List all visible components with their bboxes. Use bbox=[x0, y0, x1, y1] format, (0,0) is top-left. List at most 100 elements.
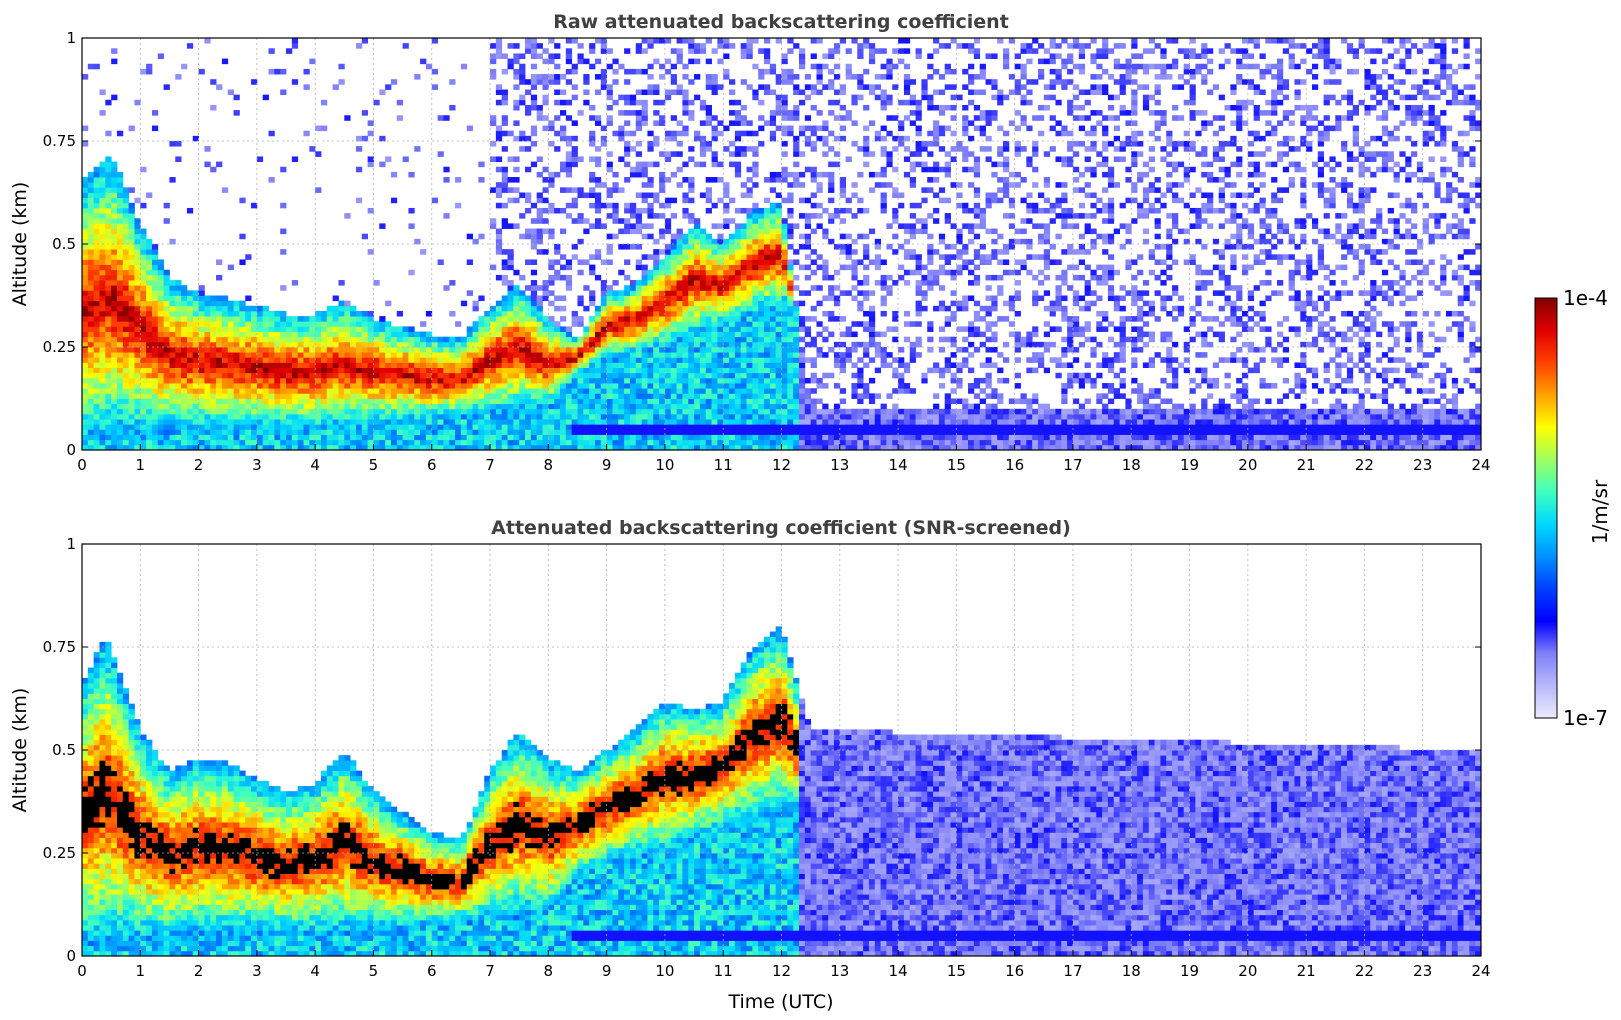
heatmap-cell bbox=[443, 419, 450, 425]
heatmap-cell bbox=[204, 336, 211, 343]
heatmap-cell bbox=[437, 367, 444, 374]
heatmap-cell bbox=[396, 413, 403, 420]
heatmap-cell bbox=[594, 249, 602, 255]
heatmap-cell bbox=[519, 377, 526, 384]
heatmap-cell bbox=[699, 429, 707, 435]
heatmap-cell bbox=[676, 295, 683, 302]
heatmap-cell bbox=[530, 336, 538, 343]
heatmap-cell bbox=[734, 419, 742, 425]
heatmap-cell bbox=[128, 202, 135, 209]
heatmap-cell bbox=[548, 403, 555, 410]
heatmap-cell bbox=[128, 372, 135, 379]
heatmap-cell bbox=[256, 444, 264, 450]
heatmap-cell bbox=[676, 310, 683, 317]
heatmap-cell bbox=[245, 377, 252, 384]
heatmap-cell bbox=[93, 372, 100, 379]
heatmap-cell bbox=[670, 213, 677, 219]
heatmap-cell bbox=[629, 130, 637, 137]
heatmap-cell bbox=[460, 434, 468, 441]
heatmap-cell bbox=[769, 171, 777, 178]
heatmap-cell bbox=[309, 444, 316, 450]
heatmap-cell bbox=[87, 372, 95, 379]
heatmap-cell bbox=[583, 413, 590, 420]
heatmap-cell bbox=[484, 372, 491, 379]
heatmap-cell bbox=[618, 408, 625, 415]
heatmap-cell bbox=[734, 413, 742, 420]
heatmap-cell bbox=[151, 259, 159, 265]
heatmap-cell bbox=[769, 362, 777, 368]
heatmap-cell bbox=[181, 290, 188, 296]
heatmap-cell bbox=[490, 321, 497, 327]
heatmap-cell bbox=[198, 295, 205, 302]
heatmap-cell bbox=[746, 264, 753, 271]
heatmap-cell bbox=[315, 151, 322, 157]
heatmap-cell bbox=[519, 357, 526, 363]
heatmap-cell bbox=[122, 326, 130, 332]
heatmap-cell bbox=[408, 398, 415, 405]
heatmap-cell bbox=[315, 316, 322, 322]
heatmap-cell bbox=[146, 259, 153, 265]
heatmap-cell bbox=[82, 372, 89, 379]
heatmap-cell bbox=[525, 419, 532, 425]
heatmap-cell bbox=[769, 444, 777, 450]
heatmap-cell bbox=[116, 408, 124, 415]
heatmap-cell bbox=[367, 403, 374, 410]
heatmap-cell bbox=[128, 413, 135, 420]
heatmap-cell bbox=[734, 357, 742, 363]
heatmap-cell bbox=[559, 424, 567, 430]
heatmap-cell bbox=[291, 316, 299, 322]
heatmap-cell bbox=[775, 336, 782, 343]
heatmap-cell bbox=[140, 419, 147, 425]
heatmap-cell bbox=[186, 43, 194, 49]
heatmap-cell bbox=[309, 146, 316, 152]
heatmap-cell bbox=[443, 429, 450, 435]
heatmap-cell bbox=[216, 377, 223, 384]
heatmap-cell bbox=[734, 290, 742, 296]
heatmap-cell bbox=[734, 383, 742, 389]
heatmap-cell bbox=[484, 341, 491, 348]
heatmap-cell bbox=[151, 393, 159, 399]
heatmap-cell bbox=[355, 419, 363, 425]
heatmap-cell bbox=[676, 403, 683, 410]
heatmap-cell bbox=[647, 331, 654, 338]
heatmap-cell bbox=[711, 249, 718, 255]
heatmap-cell bbox=[332, 331, 339, 338]
heatmap-cell bbox=[157, 53, 165, 59]
heatmap-cell bbox=[116, 352, 124, 358]
heatmap-cell bbox=[746, 285, 753, 291]
heatmap-cell bbox=[764, 254, 771, 260]
heatmap-cell bbox=[600, 403, 608, 410]
heatmap-cell bbox=[321, 403, 328, 410]
heatmap-cell bbox=[664, 429, 672, 435]
heatmap-cell bbox=[478, 413, 485, 420]
heatmap-cell bbox=[559, 264, 567, 271]
heatmap-cell bbox=[151, 305, 159, 312]
heatmap-cell bbox=[192, 398, 199, 405]
heatmap-cell bbox=[746, 280, 753, 286]
heatmap-cell bbox=[192, 413, 199, 420]
heatmap-cell bbox=[280, 352, 287, 358]
heatmap-cell bbox=[151, 424, 159, 430]
heatmap-cell bbox=[729, 99, 736, 106]
heatmap-cell bbox=[711, 326, 718, 332]
heatmap-cell bbox=[624, 259, 631, 265]
heatmap-cell bbox=[420, 331, 427, 338]
heatmap-cell bbox=[559, 305, 567, 312]
heatmap-cell bbox=[554, 274, 561, 281]
heatmap-cell bbox=[128, 213, 135, 219]
heatmap-cell bbox=[122, 233, 130, 240]
heatmap-cell bbox=[93, 166, 100, 173]
heatmap-cell bbox=[82, 424, 89, 430]
heatmap-cell bbox=[385, 331, 392, 338]
heatmap-cell bbox=[688, 434, 695, 441]
heatmap-cell bbox=[659, 439, 666, 446]
heatmap-cell bbox=[501, 357, 508, 363]
heatmap-cell bbox=[93, 197, 100, 204]
heatmap-cell bbox=[507, 63, 514, 70]
heatmap-cell bbox=[105, 171, 112, 178]
heatmap-cell bbox=[548, 58, 555, 65]
heatmap-cell bbox=[93, 357, 100, 363]
heatmap-cell bbox=[309, 352, 316, 358]
heatmap-cell bbox=[565, 171, 573, 178]
heatmap-cell bbox=[664, 269, 672, 276]
